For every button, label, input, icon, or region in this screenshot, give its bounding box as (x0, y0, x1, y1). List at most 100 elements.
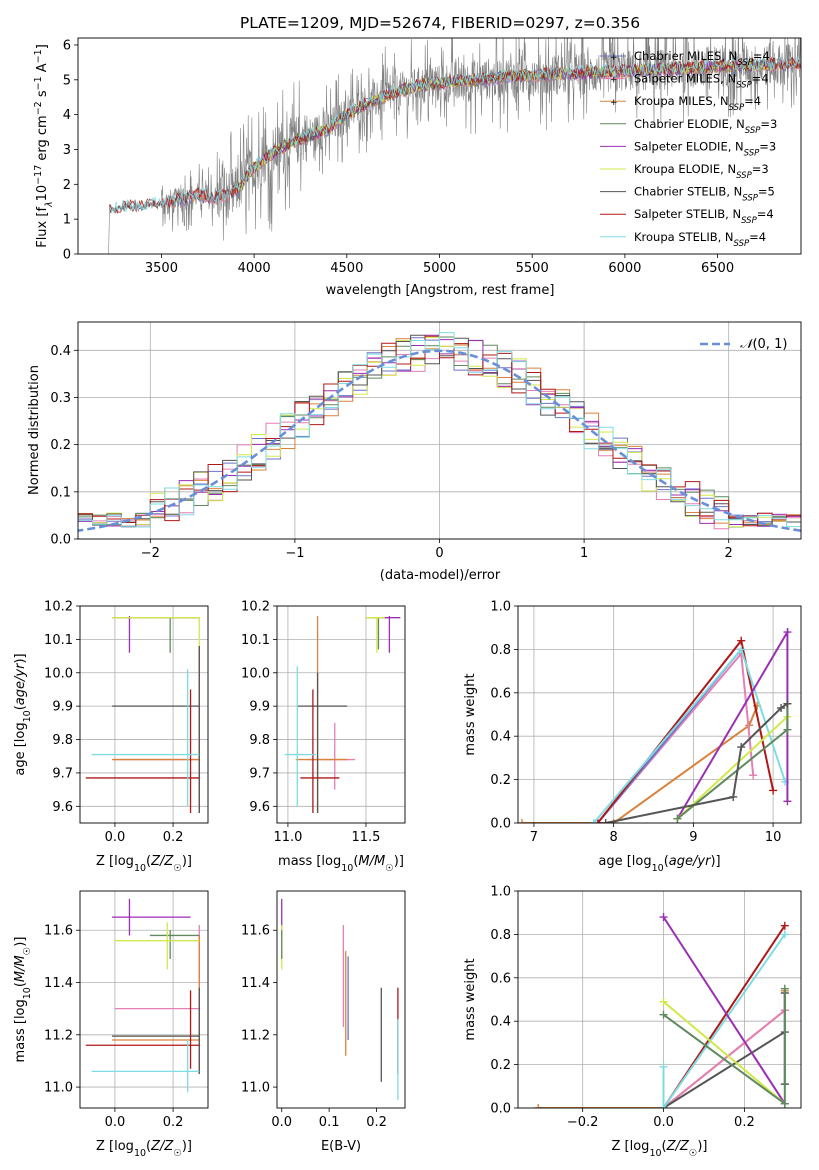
legend-label: Chabrier STELIB, NSSP=5 (634, 185, 775, 204)
x-tick-label: 6000 (608, 261, 641, 276)
y-tick-label: 0.0 (490, 1102, 511, 1117)
weight-marker-chabrier_stelib (729, 792, 738, 801)
spectrum-panel: 3500 4000 4500 5000 5500 6000 6500 0 1 2 3 4 5 6 wavel… (33, 37, 802, 298)
y-tick-label: 11.2 (44, 1028, 73, 1043)
weight-marker-chabrier_elodie (780, 1099, 789, 1108)
y-tick-label: 11.0 (44, 1081, 73, 1096)
y-tick-label: 1.0 (490, 600, 511, 615)
weight-marker-salpeter_elodie (659, 913, 668, 922)
x-tick-label: 11.5 (351, 830, 380, 845)
weight-marker-chabrier_elodie (673, 814, 682, 823)
y-tick-label: 1 (63, 213, 71, 228)
x-tick-label: −1 (285, 546, 304, 561)
x-tick-label: −2 (141, 546, 160, 561)
axes-frame (79, 605, 209, 824)
residual-panel: −2 −1 0 1 2 0.0 0.1 0.2 0.3 0.4 𝒩(0, 1) (data-model… (27, 321, 802, 583)
y-axis-label: mass weight (463, 958, 478, 1040)
y-tick-label: 10.2 (44, 600, 73, 615)
plot-area (108, 38, 801, 254)
y-tick-label: 0.8 (490, 643, 511, 658)
y-tick-label: 11.6 (241, 924, 270, 939)
y-tick-label: 0.0 (50, 533, 71, 548)
weight-marker-kroupa_miles (534, 1104, 543, 1108)
weight-marker-salpeter_stelib (737, 636, 746, 645)
legend-label: Kroupa ELODIE, NSSP=3 (634, 162, 769, 181)
y-tick-label: 1.0 (490, 885, 511, 900)
legend-label: Chabrier MILES, NSSP=4 (634, 49, 770, 68)
y-tick-label: 11.4 (241, 976, 270, 991)
axes-frame (517, 890, 802, 1109)
weight-line-kroupa_stelib (662, 933, 786, 1108)
x-tick-label: 7 (530, 830, 538, 845)
plot-area (534, 913, 789, 1108)
y-tick-label: 6 (63, 38, 71, 53)
y-tick-label: 9.8 (52, 733, 73, 748)
mass-vs-extinction-panel: 0.0 0.1 0.2 11.0 11.2 11.4 11.6 E(B-V) (241, 890, 406, 1154)
legend-label: Kroupa MILES, NSSP=4 (634, 94, 761, 113)
y-tick-label: 10.0 (44, 666, 73, 681)
plot-area (281, 898, 399, 1101)
x-axis-label: E(B-V) (321, 1139, 361, 1154)
weight-marker-chabrier_elodie (659, 1010, 668, 1019)
y-tick-label: 11.0 (241, 1081, 270, 1096)
weight-line-chabrier_elodie (676, 703, 789, 820)
x-tick-label: 0.0 (105, 1115, 126, 1130)
legend-label: Salpeter STELIB, NSSP=4 (634, 207, 774, 226)
axes-frame (276, 605, 406, 824)
axes-frame (517, 605, 802, 824)
mass-vs-metallicity-panel: 0.0 0.2 11.0 11.2 11.4 11.6 Z [log10(Z/Z☉)] mas… (13, 890, 209, 1159)
y-tick-label: 0.4 (50, 344, 71, 359)
histogram-kroupa_stelib (78, 332, 801, 528)
y-tick-label: 9.7 (52, 766, 73, 781)
weight-line-kroupa_elodie (662, 1000, 786, 1105)
y-tick-label: 0.1 (50, 485, 71, 500)
weight-marker-kroupa_stelib (659, 1062, 668, 1071)
y-tick-label: 0.8 (490, 928, 511, 943)
age-vs-mass-panel: 11.0 11.5 9.6 9.7 9.8 9.9 10.0 10.1 10.2 mass [lo… (241, 600, 406, 874)
weight-marker-salpeter_stelib (593, 819, 602, 823)
weight-marker-chabrier_stelib (783, 699, 792, 708)
y-tick-label: 2 (63, 178, 71, 193)
x-tick-label: 3500 (145, 261, 178, 276)
y-tick-label: 9.8 (249, 733, 270, 748)
y-tick-label: 0.2 (490, 1058, 511, 1073)
weight-marker-salpeter_miles (749, 771, 758, 780)
y-tick-label: 10.1 (44, 633, 73, 648)
weight-vs-age-panel: 7 8 9 10 0.0 0.2 0.4 0.6 0.8 1.0 age [log10(age/yr… (463, 600, 802, 874)
plot-area (518, 628, 792, 823)
y-tick-label: 9.6 (52, 800, 73, 815)
y-axis-label: Normed distribution (27, 365, 42, 495)
x-tick-label: 0 (435, 546, 443, 561)
age-vs-metallicity-panel: 0.0 0.2 9.6 9.7 9.8 9.9 10.0 10.1 10.2 Z [log10(Z… (13, 600, 209, 874)
axes-frame (276, 890, 406, 1109)
x-axis-label: Z [log10(Z/Z☉)] (96, 854, 192, 874)
legend-label: Chabrier ELODIE, NSSP=3 (634, 117, 777, 136)
figure-title: PLATE=1209, MJD=52674, FIBERID=0297, z=0… (240, 14, 640, 32)
weight-marker-kroupa_stelib (659, 1104, 668, 1108)
weight-marker-kroupa_stelib (589, 819, 598, 823)
x-tick-label: 5500 (516, 261, 549, 276)
legend-label: 𝒩(0, 1) (740, 337, 787, 352)
y-tick-label: 9.9 (52, 700, 73, 715)
x-tick-label: 10 (765, 830, 782, 845)
y-tick-label: 0 (63, 248, 71, 263)
weight-marker-salpeter_elodie (783, 628, 792, 637)
legend-label: Salpeter MILES, NSSP=4 (634, 72, 769, 91)
weight-marker-salpeter_elodie (783, 797, 792, 806)
legend-label: Salpeter ELODIE, NSSP=3 (634, 139, 776, 158)
y-tick-label: 11.2 (241, 1028, 270, 1043)
x-axis-label: Z [log10(Z/Z☉)] (96, 1139, 192, 1159)
x-tick-label: 9 (689, 830, 697, 845)
x-tick-label: 11.0 (273, 830, 302, 845)
y-tick-label: 4 (63, 108, 71, 123)
x-axis-label: age [log10(age/yr)] (598, 854, 720, 874)
x-tick-label: 5000 (423, 261, 456, 276)
y-tick-label: 5 (63, 73, 71, 88)
weight-marker-salpeter_stelib (769, 786, 778, 795)
weight-marker-chabrier_stelib (601, 819, 610, 823)
x-tick-label: 0.0 (271, 1115, 292, 1130)
axes-frame (77, 37, 802, 255)
y-tick-label: 0.6 (490, 971, 511, 986)
y-tick-label: 9.6 (249, 800, 270, 815)
weight-marker-chabrier_elodie (783, 725, 792, 734)
